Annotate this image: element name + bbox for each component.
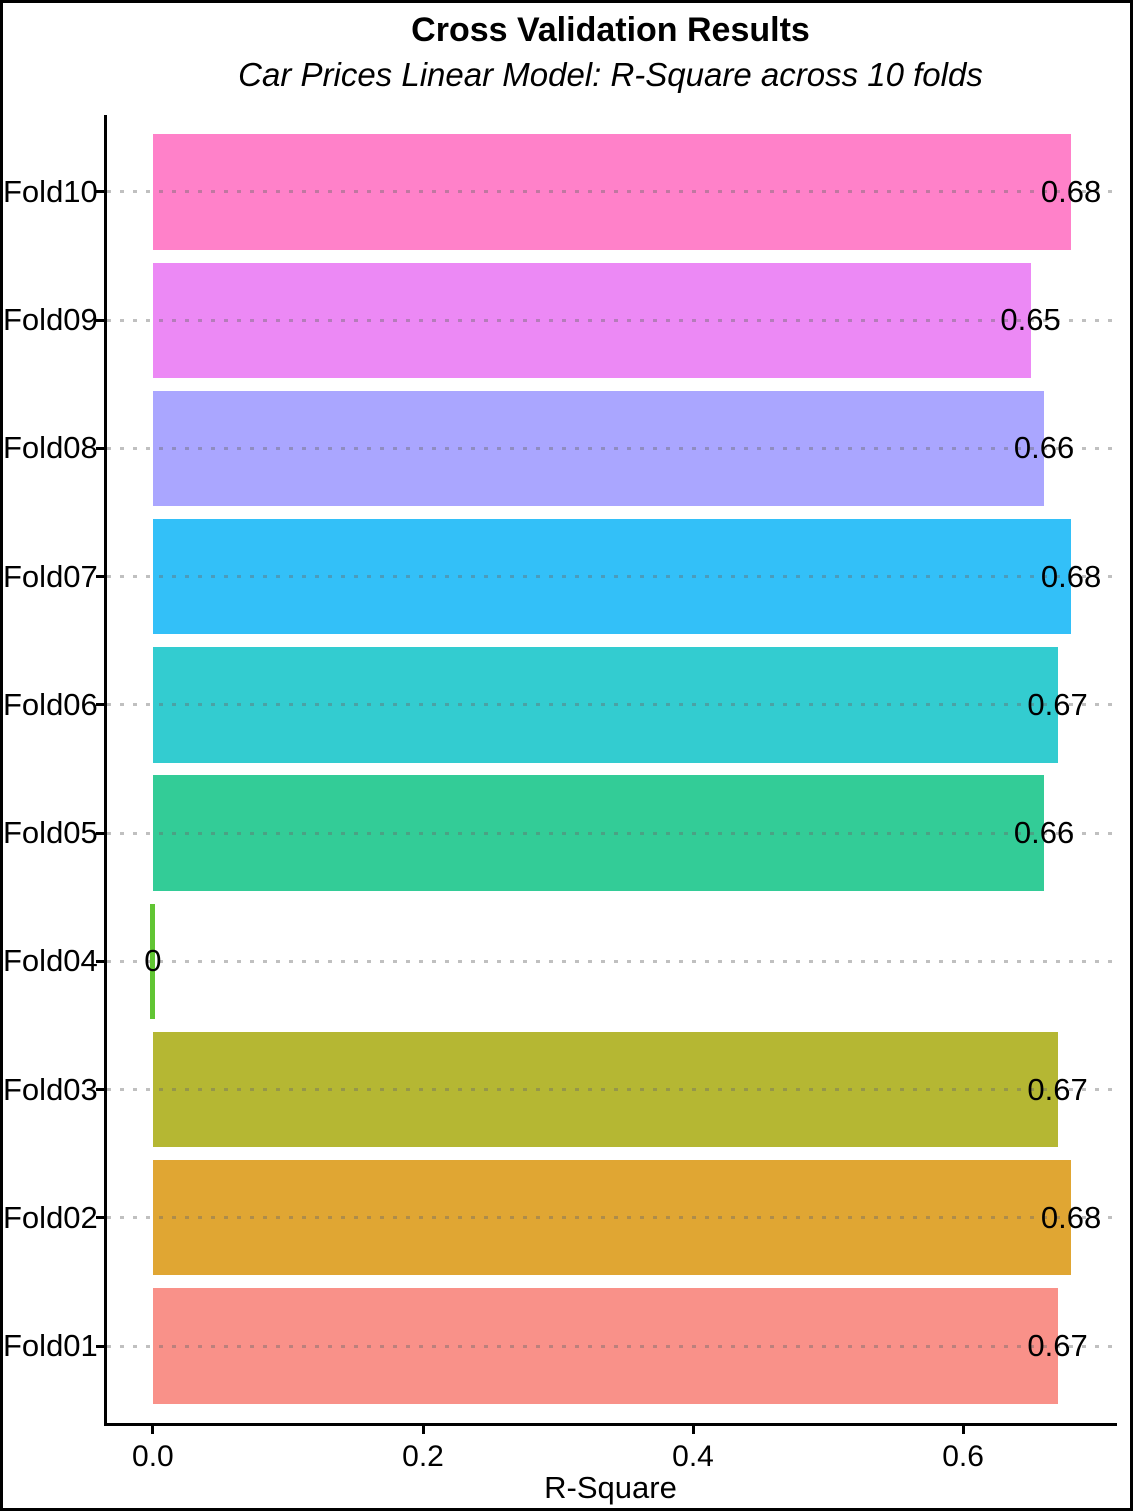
y-axis-tick bbox=[96, 318, 104, 322]
y-axis-tick-label: Fold06 bbox=[3, 686, 98, 722]
y-axis-tick-label: Fold02 bbox=[3, 1199, 98, 1235]
x-axis-tick bbox=[421, 1426, 425, 1434]
x-axis-title: R-Square bbox=[544, 1470, 677, 1505]
gridline bbox=[107, 446, 1117, 450]
y-axis-tick-label: Fold10 bbox=[3, 173, 98, 209]
x-axis-tick bbox=[691, 1426, 695, 1434]
bar bbox=[152, 518, 1072, 635]
bar-value-label: 0.67 bbox=[1027, 686, 1088, 722]
x-axis-tick-label: 0.6 bbox=[942, 1440, 984, 1473]
bar bbox=[152, 1288, 1058, 1404]
gridline bbox=[107, 1216, 1117, 1220]
gridline bbox=[107, 959, 1117, 963]
bar-value-label: 0.66 bbox=[1013, 430, 1075, 466]
y-axis-line bbox=[104, 115, 107, 1426]
y-axis-tick bbox=[96, 831, 104, 835]
y-axis-tick bbox=[96, 446, 104, 450]
y-axis-tick-label: Fold04 bbox=[3, 943, 98, 979]
bar bbox=[152, 775, 1045, 891]
gridline bbox=[107, 831, 1117, 835]
bar-value-label: 0.67 bbox=[1027, 1328, 1088, 1364]
chart-title: Cross Validation Results bbox=[411, 11, 810, 49]
bar bbox=[152, 647, 1058, 763]
y-axis-tick-label: Fold05 bbox=[3, 815, 98, 851]
y-axis-tick-label: Fold07 bbox=[3, 558, 98, 594]
bar-value-label: 0.65 bbox=[1000, 302, 1061, 338]
y-axis-tick-label: Fold01 bbox=[3, 1328, 98, 1364]
gridline bbox=[107, 575, 1117, 579]
y-axis-tick bbox=[96, 703, 104, 707]
bar bbox=[152, 1031, 1058, 1148]
bar-value-label: 0.66 bbox=[1013, 815, 1075, 851]
x-axis-tick-label: 0.4 bbox=[672, 1440, 714, 1473]
y-axis-tick-label: Fold03 bbox=[3, 1071, 98, 1107]
x-axis-tick bbox=[961, 1426, 965, 1434]
y-axis-tick bbox=[96, 1088, 104, 1092]
y-axis-tick bbox=[96, 1216, 104, 1220]
y-axis-tick-label: Fold08 bbox=[3, 430, 98, 466]
gridline bbox=[107, 318, 1117, 322]
x-axis-line bbox=[104, 1423, 1117, 1426]
bar bbox=[152, 134, 1072, 250]
gridline bbox=[107, 1344, 1117, 1348]
bar-value-label: 0.68 bbox=[1040, 558, 1102, 594]
bar-value-label: 0.68 bbox=[1040, 173, 1102, 209]
chart-subtitle: Car Prices Linear Model: R-Square across… bbox=[238, 56, 983, 93]
x-axis-tick-label: 0.2 bbox=[402, 1440, 444, 1473]
y-axis-tick bbox=[96, 575, 104, 579]
y-axis-tick bbox=[96, 1344, 104, 1348]
bar bbox=[152, 1160, 1072, 1276]
bar bbox=[152, 390, 1045, 507]
y-axis-tick bbox=[96, 190, 104, 194]
x-axis-tick-label: 0.0 bbox=[132, 1440, 174, 1473]
x-axis-tick bbox=[151, 1426, 155, 1434]
gridline bbox=[107, 1088, 1117, 1092]
gridline bbox=[107, 703, 1117, 707]
bar bbox=[152, 262, 1031, 378]
bar-zero-line bbox=[150, 903, 156, 1019]
gridline bbox=[107, 190, 1117, 194]
y-axis-tick-label: Fold09 bbox=[3, 302, 98, 338]
bar-value-label: 0.68 bbox=[1040, 1199, 1102, 1235]
plot-panel: 0.68 0.65 0.66 0.68 0.67 0.66 0 0.67 0.68 0.67 bbox=[107, 115, 1117, 1423]
y-axis-tick bbox=[96, 959, 104, 963]
bar-value-label: 0 bbox=[144, 943, 162, 979]
bar-value-label: 0.67 bbox=[1027, 1071, 1088, 1107]
